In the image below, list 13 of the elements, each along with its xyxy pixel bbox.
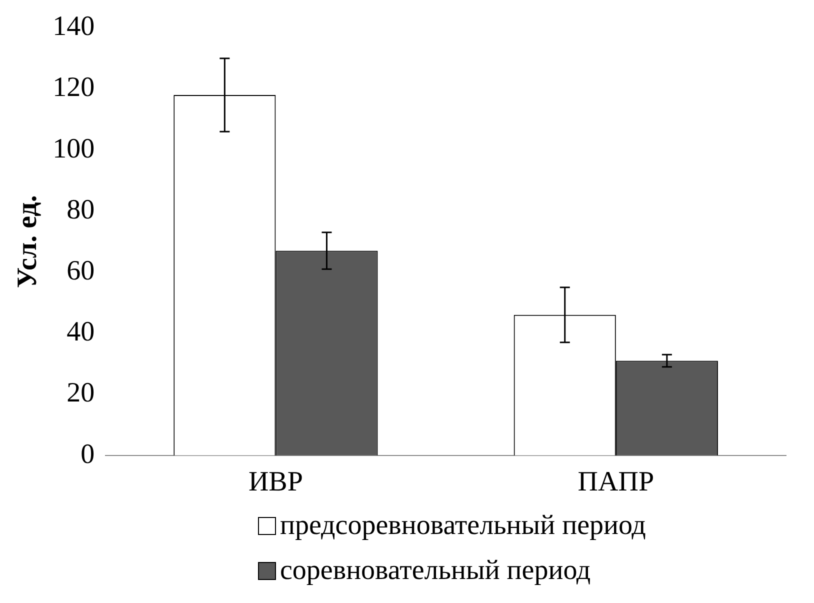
y-tick-label: 140 [52,11,95,42]
y-tick-label: 40 [66,316,95,348]
y-tick-label: 100 [52,133,95,164]
x-tick-label: ИВР [248,466,303,498]
y-tick-label: 120 [52,72,95,104]
y-tick-label: 60 [66,256,95,286]
y-tick-label: 20 [66,378,95,409]
series-label: предсоревновательный период [280,510,646,542]
x-tick-label: ПАПР [578,466,654,498]
y-tick-label: 0 [80,438,95,470]
y-tick-label: 80 [66,194,95,226]
legend-label: соревновательный период [280,554,591,586]
y-axis-title: Усл. ед. [12,195,44,288]
